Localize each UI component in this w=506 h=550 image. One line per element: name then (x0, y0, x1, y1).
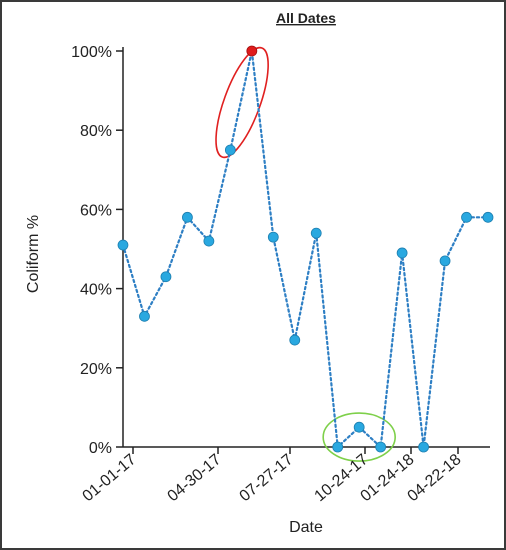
y-axis-ticks: 0% 20% 40% 60% 80% 100% (71, 44, 123, 457)
y-tick-label: 20% (80, 361, 112, 378)
data-point (439, 255, 451, 267)
data-point (203, 235, 215, 247)
axes (122, 47, 490, 448)
x-axis-ticks: 01-01-17 04-30-17 07-27-17 10-24-1701-24-18… (80, 447, 465, 505)
data-point (482, 211, 494, 223)
annotation-ellipses (215, 46, 396, 462)
x-tick-label: 04-22-18 (405, 451, 465, 505)
chart-title: All Dates (276, 10, 336, 26)
y-tick-label: 60% (80, 202, 112, 219)
data-point (139, 310, 150, 322)
series-line (121, 50, 490, 450)
y-tick-label: 80% (80, 123, 112, 140)
data-point (117, 239, 129, 251)
data-points (117, 45, 494, 453)
series-path (121, 50, 490, 450)
data-point (267, 231, 279, 243)
y-tick-label: 40% (80, 282, 112, 299)
data-point (332, 441, 344, 453)
y-axis-title: Coliform % (25, 215, 42, 293)
annotation-ellipse (215, 46, 269, 159)
x-tick-label: 01-01-17 (80, 451, 140, 505)
data-point (182, 211, 193, 223)
data-point (353, 421, 365, 433)
data-point (224, 144, 236, 156)
annotation-ellipse (322, 412, 396, 462)
y-tick-label: 100% (71, 44, 112, 61)
data-point (418, 441, 429, 453)
x-axis-title: Date (289, 519, 323, 536)
x-tick-label: 04-30-17 (165, 451, 225, 505)
x-tick-label: 07-27-17 (237, 451, 297, 505)
y-tick-label: 0% (89, 440, 112, 457)
data-point-highlight (246, 45, 258, 57)
data-point (160, 271, 172, 283)
data-point (310, 227, 322, 239)
data-point (396, 247, 408, 259)
data-point (461, 211, 472, 223)
data-point (289, 334, 301, 346)
data-point (375, 441, 387, 453)
